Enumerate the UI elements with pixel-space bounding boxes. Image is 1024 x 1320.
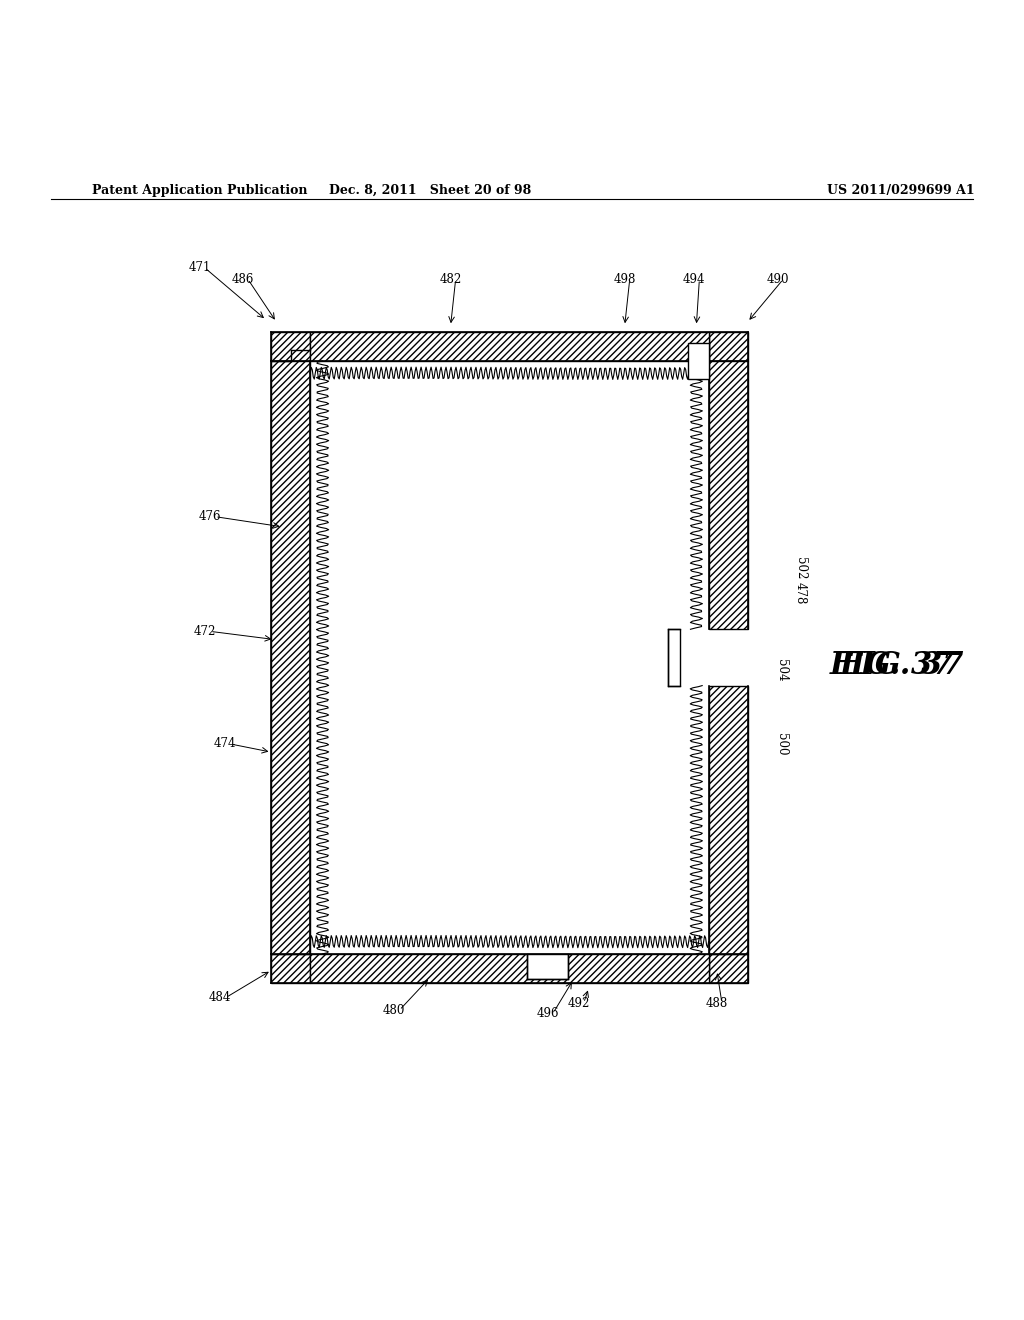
Text: Dec. 8, 2011   Sheet 20 of 98: Dec. 8, 2011 Sheet 20 of 98: [329, 183, 531, 197]
Text: 482: 482: [439, 272, 462, 285]
Text: 472: 472: [194, 624, 216, 638]
Bar: [709, 360, 748, 630]
Bar: [310, 954, 709, 982]
Bar: [668, 630, 680, 685]
Text: 471: 471: [188, 261, 211, 275]
Bar: [709, 685, 748, 954]
Text: 498: 498: [613, 272, 636, 285]
Text: 496: 496: [537, 1007, 559, 1020]
Text: 480: 480: [383, 1003, 406, 1016]
Bar: [271, 333, 310, 360]
Bar: [709, 333, 748, 360]
Text: FIG. 37: FIG. 37: [829, 649, 954, 681]
Text: 504: 504: [775, 659, 788, 681]
Text: 484: 484: [209, 991, 231, 1005]
Bar: [527, 954, 568, 979]
Text: 478: 478: [794, 582, 807, 605]
Text: 500: 500: [775, 733, 788, 755]
Text: US 2011/0299699 A1: US 2011/0299699 A1: [827, 183, 975, 197]
Text: 494: 494: [683, 272, 706, 285]
Text: 490: 490: [767, 272, 790, 285]
Text: 502: 502: [794, 557, 807, 579]
Bar: [310, 333, 709, 360]
Bar: [271, 360, 310, 954]
Text: 488: 488: [706, 997, 728, 1010]
Text: 474: 474: [214, 738, 237, 751]
Bar: [688, 343, 709, 379]
Text: FIG. 37: FIG. 37: [840, 649, 965, 681]
Text: 476: 476: [199, 510, 221, 523]
Text: 486: 486: [231, 272, 254, 285]
Bar: [709, 954, 748, 982]
Text: 492: 492: [567, 997, 590, 1010]
Bar: [271, 954, 310, 982]
Text: Patent Application Publication: Patent Application Publication: [92, 183, 307, 197]
